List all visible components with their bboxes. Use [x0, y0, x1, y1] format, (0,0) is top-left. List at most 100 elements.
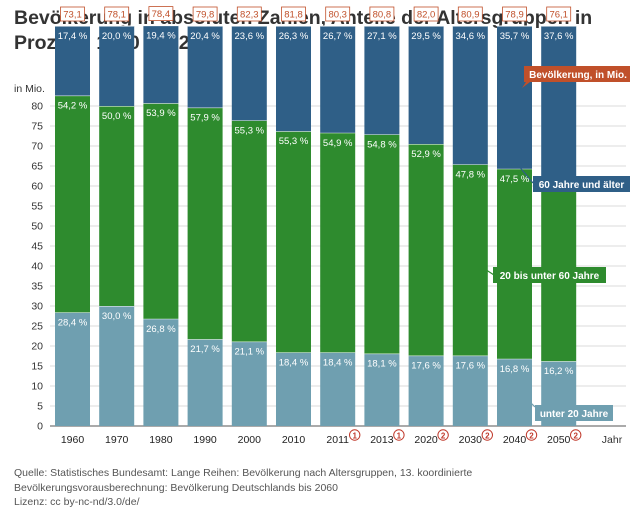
segment-value-label: 17,4 % — [58, 31, 88, 42]
bar-segment-young — [187, 339, 223, 426]
total-label-box — [502, 6, 527, 22]
segment-value-label: 57,9 % — [190, 113, 220, 124]
y-tick-label: 80 — [31, 101, 43, 113]
bar-segment-old — [408, 26, 444, 144]
bar-segment-middle — [497, 168, 532, 359]
segment-value-label: 55,3 % — [235, 125, 265, 136]
segment-value-label: 17,6 % — [456, 361, 486, 372]
legend-young-box — [535, 405, 613, 421]
total-label-box — [104, 6, 130, 22]
footnote-number: 2 — [529, 431, 534, 440]
y-tick-label: 5 — [37, 401, 43, 413]
total-label-box — [457, 6, 483, 22]
source-line-2: Bevölkerungsvorausberechnung: Bevölkerun… — [14, 481, 338, 494]
segment-value-label: 54,2 % — [58, 101, 88, 112]
total-value-label: 73,1 — [63, 10, 82, 21]
segment-value-label: 26,3 % — [279, 31, 309, 42]
y-tick-label: 40 — [31, 261, 43, 273]
bar-segment-middle — [364, 134, 400, 354]
segment-value-label: 28,4 % — [58, 317, 88, 328]
y-tick-label: 15 — [31, 361, 43, 373]
total-label-box — [369, 6, 395, 22]
bar-segment-young — [497, 358, 532, 426]
footnote-marker — [570, 429, 582, 441]
segment-value-label: 53,9 % — [146, 108, 176, 119]
total-value-label: 81,8 — [284, 10, 303, 21]
y-tick-label: 50 — [31, 221, 43, 233]
x-tick-label: 1990 — [193, 434, 217, 446]
bar-segment-middle — [55, 95, 90, 313]
legend-young-pointer — [517, 389, 536, 408]
total-value-label: 80,9 — [461, 10, 480, 21]
bar-segment-young — [55, 312, 90, 426]
segment-value-label: 52,9 % — [411, 149, 441, 160]
segment-value-label: 18,4 % — [323, 357, 353, 368]
x-tick-label: 1970 — [105, 434, 129, 446]
legend-middle-label: 20 bis unter 60 Jahre — [500, 271, 600, 282]
x-tick-label: 1980 — [149, 434, 173, 446]
footnote-number: 1 — [397, 431, 402, 440]
legend-old-pointer — [517, 164, 534, 184]
legend-young-label: unter 20 Jahre — [540, 409, 609, 420]
footnote-marker — [481, 429, 493, 441]
bar-segment-young — [364, 353, 400, 426]
bar-segment-old — [187, 26, 223, 108]
segment-value-label: 29,5 % — [411, 31, 441, 42]
footnote-number: 2 — [485, 431, 490, 440]
bar-segment-old — [276, 26, 311, 132]
segment-value-label: 21,7 % — [190, 344, 220, 355]
total-value-label: 76,1 — [549, 10, 568, 21]
bar-segment-middle — [408, 144, 444, 356]
segment-value-label: 18,4 % — [279, 357, 309, 368]
stacked-bar-chart: 0 5 10 15 20 25 30 35 40 45 50 55 60 65 70 75 80 in Mio. 2… — [14, 6, 630, 446]
total-label-box — [546, 6, 572, 22]
segment-value-label: 18,1 % — [367, 359, 397, 370]
segment-value-label: 47,5 % — [500, 174, 530, 185]
segment-value-label: 35,7 % — [500, 31, 530, 42]
segment-value-label: 55,3 % — [279, 136, 309, 147]
footnote-number: 2 — [441, 431, 446, 440]
bar-segment-middle — [99, 106, 135, 306]
bar-segment-old — [99, 26, 135, 106]
source-line-1: Quelle: Statistisches Bundesamt: Lange R… — [14, 467, 473, 479]
segment-value-label: 27,1 % — [367, 31, 397, 42]
x-tick-label: 2050 — [547, 434, 571, 446]
segment-value-label: 23,6 % — [235, 31, 265, 42]
segment-value-label: 19,4 % — [146, 31, 176, 42]
y-tick-label: 65 — [31, 161, 43, 173]
segment-value-label: 37,6 % — [544, 31, 574, 42]
segment-value-label: 26,8 % — [146, 324, 176, 335]
y-tick-label: 75 — [31, 121, 43, 133]
bar-segment-old — [320, 26, 356, 133]
segment-value-label: 54,9 % — [323, 138, 353, 149]
footnote-number: 1 — [352, 431, 357, 440]
y-tick-label: 20 — [31, 341, 43, 353]
bar-segment-old — [364, 26, 400, 135]
bar-segment-middle — [320, 132, 356, 353]
bar-segment-young — [320, 352, 356, 426]
y-tick-label: 25 — [31, 321, 43, 333]
bar-segment-middle — [143, 103, 179, 319]
segment-value-label: 16,2 % — [544, 366, 574, 377]
total-value-label: 78,9 — [505, 10, 524, 21]
footnote-marker — [525, 429, 538, 441]
y-tick-label: 35 — [31, 281, 43, 293]
segment-value-label: 17,6 % — [411, 361, 441, 372]
bar-segment-old — [541, 26, 577, 177]
total-value-label: 82,0 — [417, 10, 436, 21]
y-tick-label: 30 — [31, 301, 43, 313]
bar-segment-old — [231, 26, 267, 121]
bar-segment-middle — [276, 131, 311, 353]
x-tick-label: 2010 — [282, 434, 306, 446]
bar-segment-old — [143, 25, 179, 104]
segment-value-label: 20,4 % — [190, 31, 220, 42]
y-tick-label: 70 — [31, 141, 43, 153]
segment-value-label: 21,1 % — [235, 347, 265, 358]
segment-value-label: 50,0 % — [102, 111, 132, 122]
y-tick-label: 10 — [31, 381, 43, 393]
segment-value-label: 26,7 % — [323, 31, 353, 42]
bar-segment-old — [452, 26, 488, 165]
x-tick-label: 1960 — [61, 434, 85, 446]
y-unit-label: in Mio. — [14, 83, 45, 95]
chart-footer: Quelle: Statistisches Bundesamt: Lange R… — [14, 466, 472, 510]
